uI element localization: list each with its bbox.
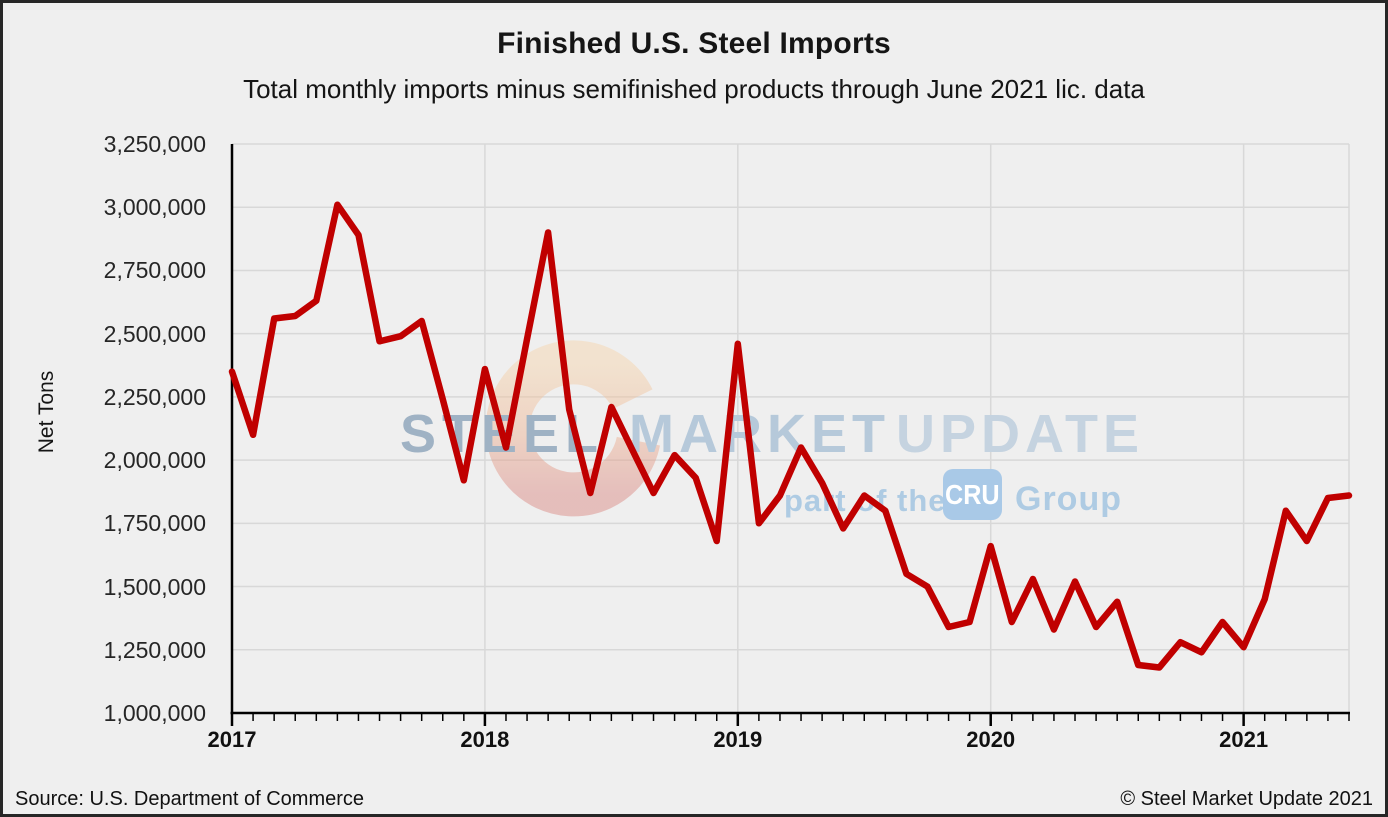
y-tick-label: 2,250,000 [103, 383, 206, 410]
footer-source: Source: U.S. Department of Commerce [15, 788, 365, 810]
y-tick-label: 1,000,000 [103, 700, 206, 726]
gridline-layer [232, 143, 1350, 713]
footer-copyright: © Steel Market Update 2021 [1120, 788, 1373, 810]
y-tick-label: 2,500,000 [103, 320, 206, 347]
y-tick-label: 3,250,000 [103, 131, 206, 157]
page-subtitle: Total monthly imports minus semifinished… [243, 74, 1145, 104]
y-tick-label: 1,750,000 [103, 510, 206, 537]
data-line-layer [228, 144, 1353, 726]
y-tick-label: 1,500,000 [103, 573, 206, 600]
x-tick-label: 2020 [966, 727, 1016, 752]
y-tick-label: 2,000,000 [103, 447, 206, 474]
page-title: Finished U.S. Steel Imports [497, 27, 891, 60]
x-tick-label: 2018 [460, 727, 510, 752]
y-axis-title: Net Tons [35, 370, 58, 454]
y-tick-label: 2,750,000 [103, 257, 206, 284]
y-tick-label: 3,000,000 [103, 194, 206, 221]
x-tick-label: 2017 [207, 727, 257, 752]
y-tick-label: 1,250,000 [103, 636, 206, 663]
data-line [228, 201, 1353, 671]
x-tick-label: 2021 [1219, 727, 1269, 752]
x-tick-label: 2019 [713, 727, 763, 752]
